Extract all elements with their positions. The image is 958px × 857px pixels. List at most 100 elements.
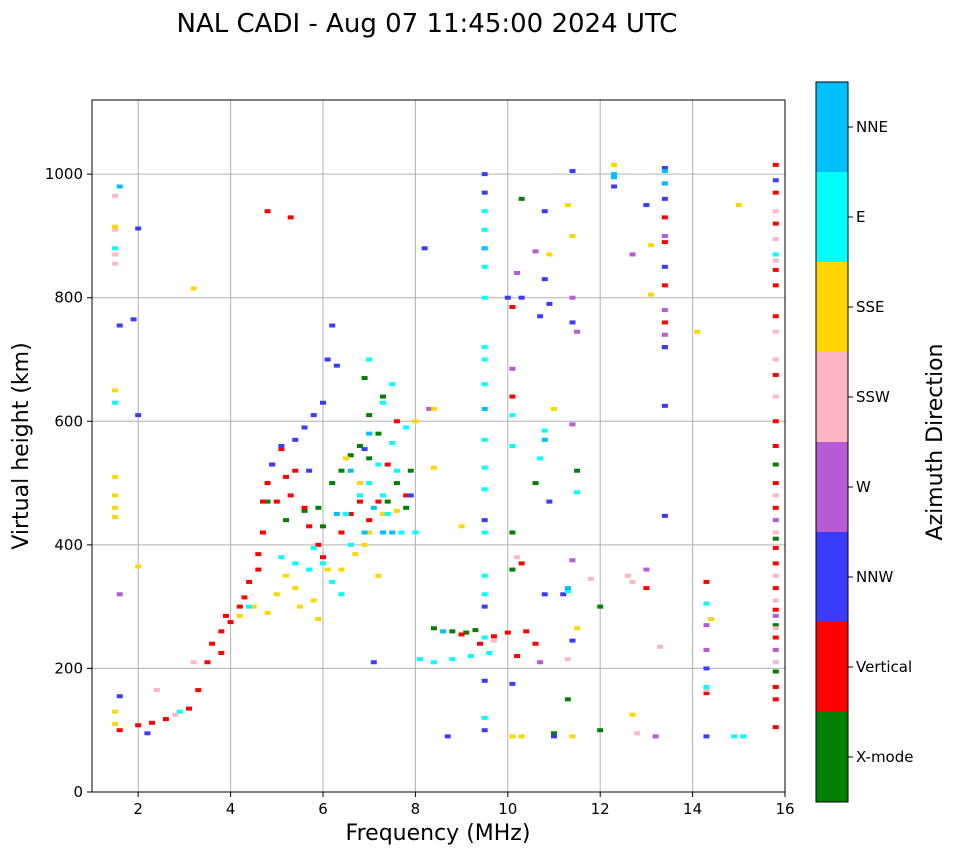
point-sse	[509, 734, 516, 739]
point-x-mode	[449, 629, 456, 634]
point-vertical	[278, 447, 285, 452]
point-e	[310, 545, 317, 550]
point-x-mode	[320, 524, 326, 529]
point-vertical	[283, 474, 290, 479]
point-nnw	[144, 731, 151, 736]
point-vertical	[772, 190, 779, 195]
point-sse	[412, 419, 419, 424]
point-e	[176, 709, 183, 714]
point-vertical	[514, 654, 521, 659]
point-ssw	[772, 209, 779, 214]
point-e	[481, 635, 488, 640]
point-vertical	[222, 613, 229, 618]
y-tick-label: 1000	[45, 165, 83, 183]
point-e	[574, 490, 581, 495]
point-e	[278, 555, 285, 560]
point-e	[306, 567, 313, 572]
point-vertical	[772, 725, 779, 730]
point-sse	[250, 604, 257, 609]
point-ssw	[153, 688, 160, 693]
point-sse	[518, 734, 525, 739]
point-sse	[112, 709, 119, 714]
point-x-mode	[301, 508, 308, 513]
point-x-mode	[574, 468, 581, 473]
point-sse	[324, 567, 331, 572]
point-sse	[546, 252, 553, 257]
point-x-mode	[472, 628, 479, 633]
point-vertical	[772, 545, 779, 550]
point-ssw	[772, 660, 779, 665]
point-nnw	[370, 660, 377, 665]
y-axis-label: Virtual height (km)	[9, 342, 34, 549]
y-tick-label: 800	[54, 289, 83, 307]
point-sse	[366, 530, 373, 535]
point-nne	[541, 437, 548, 442]
point-nnw	[772, 178, 779, 183]
point-vertical	[772, 561, 779, 566]
point-nnw	[301, 425, 308, 430]
point-nne	[661, 169, 668, 174]
point-nnw	[481, 172, 488, 177]
point-nnw	[306, 468, 313, 473]
point-ssw	[772, 493, 779, 498]
colorbar-tick-label: E	[856, 208, 865, 226]
point-vertical	[523, 629, 530, 634]
x-tick-label: 14	[683, 800, 702, 818]
point-e	[481, 487, 488, 492]
point-nne	[389, 530, 396, 535]
point-sse	[361, 542, 368, 547]
point-nnw	[611, 184, 618, 189]
point-vertical	[661, 283, 668, 288]
point-vertical	[403, 493, 410, 498]
point-e	[380, 493, 387, 498]
point-x-mode	[283, 518, 290, 523]
point-e	[481, 295, 488, 300]
point-e	[481, 227, 488, 232]
point-ssw	[112, 193, 119, 198]
point-vertical	[772, 444, 779, 448]
point-nnw	[569, 638, 576, 643]
point-ssw	[490, 638, 497, 643]
point-e	[343, 511, 350, 516]
point-sse	[283, 573, 290, 578]
point-nnw	[320, 400, 326, 405]
y-tick-label: 200	[54, 659, 83, 677]
point-sse	[551, 406, 557, 411]
point-sse	[264, 610, 271, 615]
point-ssw	[564, 657, 571, 662]
point-vertical	[772, 635, 779, 640]
colorbar-tick-label: NNE	[856, 118, 888, 136]
point-sse	[694, 329, 701, 334]
point-nnw	[269, 462, 276, 467]
point-vertical	[356, 499, 363, 504]
point-vertical	[209, 641, 216, 646]
point-sse	[458, 524, 465, 529]
colorbar-segment-sse	[816, 262, 848, 352]
x-tick-label: 8	[411, 800, 421, 818]
point-w	[569, 422, 576, 427]
colorbar-segment-w	[816, 442, 848, 532]
point-e	[329, 579, 336, 584]
y-tick-label: 600	[54, 412, 83, 430]
point-e	[398, 530, 405, 535]
point-e	[366, 481, 373, 486]
x-tick-label: 10	[498, 800, 517, 818]
point-vertical	[338, 530, 345, 535]
point-vertical	[518, 561, 525, 566]
point-nne	[564, 586, 571, 591]
point-sse	[112, 474, 119, 479]
point-x-mode	[366, 456, 373, 461]
point-vertical	[375, 499, 382, 504]
point-e	[703, 684, 710, 689]
point-w	[661, 233, 668, 238]
point-x-mode	[564, 697, 571, 702]
point-e	[403, 425, 410, 430]
point-nnw	[551, 734, 557, 739]
point-sse	[574, 626, 581, 631]
point-x-mode	[518, 196, 525, 201]
point-sse	[648, 292, 655, 297]
point-w	[652, 734, 659, 739]
point-vertical	[315, 542, 322, 547]
point-nnw	[278, 444, 285, 448]
